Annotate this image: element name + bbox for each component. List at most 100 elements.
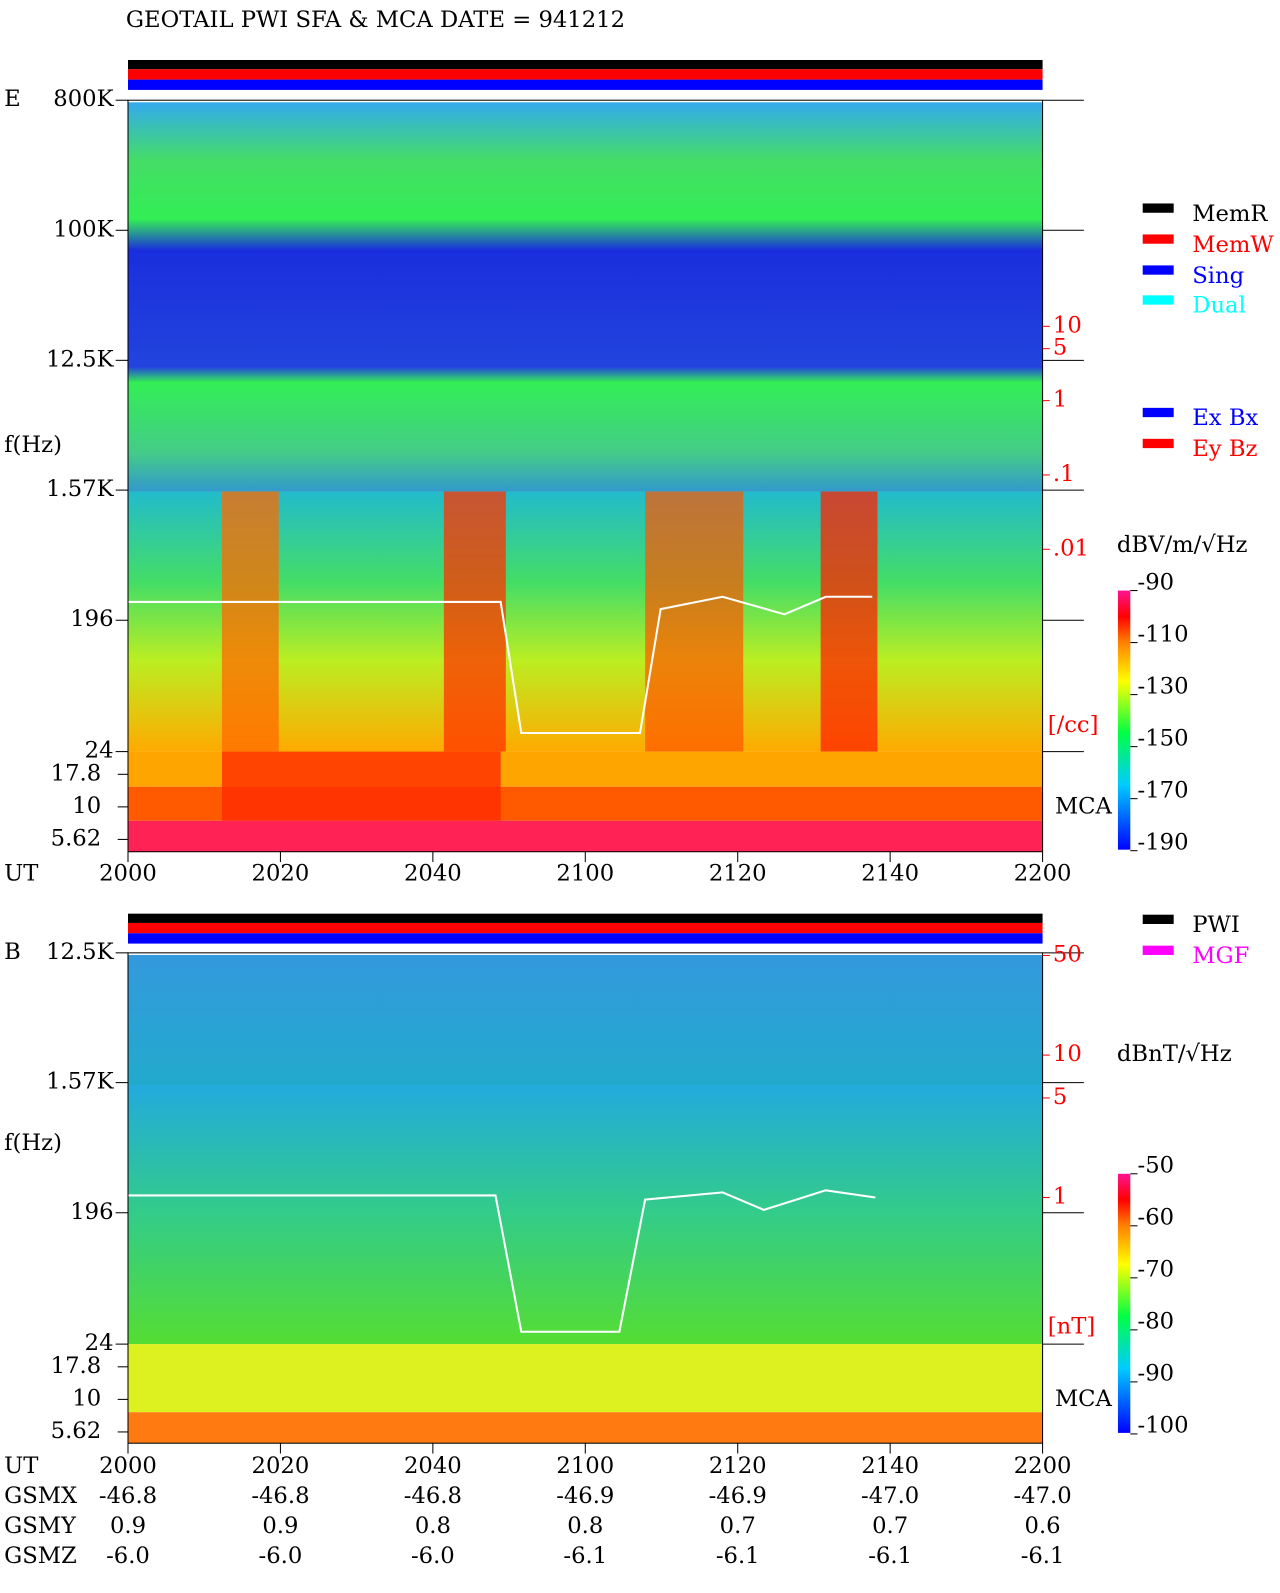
orbit-value: -6.1	[868, 1543, 912, 1569]
colorbar-tick-label: -60	[1138, 1205, 1175, 1231]
legend-label: MGF	[1192, 943, 1249, 969]
y-axis-label: f(Hz)	[4, 1130, 62, 1156]
x-tick-label: 2000	[99, 1453, 157, 1479]
orbit-value: 0.8	[415, 1513, 451, 1539]
y-tick-label: 1.57K	[46, 1069, 115, 1095]
orbit-value: 0.6	[1025, 1513, 1061, 1539]
y-tick-label: 24	[85, 738, 114, 764]
colorbar-tick-label: -90	[1138, 1361, 1175, 1387]
y-tick-label: 196	[70, 606, 113, 632]
x-tick-label: 2040	[404, 1453, 462, 1479]
orbit-value: -6.1	[563, 1543, 607, 1569]
legend-label: Ex Bx	[1192, 405, 1258, 431]
x-tick-label: 2020	[252, 1453, 310, 1479]
panel-label: B	[4, 939, 21, 965]
orbit-value: -46.8	[99, 1483, 157, 1509]
x-tick-label: 2120	[709, 1453, 767, 1479]
x-axis-label: UT	[4, 860, 38, 886]
x-tick-label: 2000	[99, 860, 157, 886]
spectrogram-e	[128, 102, 1043, 852]
right-tick-label: 5	[1053, 1084, 1067, 1110]
orbit-value: -46.9	[709, 1483, 767, 1509]
mca-tick-label: 17.8	[51, 1353, 102, 1379]
right-tick-label: 10	[1053, 312, 1082, 338]
legend-label: Sing	[1192, 263, 1244, 289]
colorbar-tick-label: -70	[1138, 1257, 1175, 1283]
orbit-value: 0.7	[720, 1513, 756, 1539]
orbit-value: 0.9	[110, 1513, 146, 1539]
orbit-row-label: GSMY	[4, 1513, 77, 1539]
orbit-row-label: GSMX	[4, 1483, 78, 1509]
legend-swatch	[1142, 407, 1174, 418]
colorbar-tick-label: -90	[1138, 569, 1175, 595]
x-tick-label: 2140	[861, 1453, 919, 1479]
x-tick-label: 2140	[861, 860, 919, 886]
y-tick-label: 1.57K	[46, 476, 115, 502]
spectrogram-b	[128, 954, 1043, 1444]
mca-tick-label: 5.62	[51, 1418, 102, 1444]
colorbar-tick-label: -130	[1138, 673, 1189, 699]
mca-tick-label: 5.62	[51, 825, 102, 851]
colorbar-tick-label: -150	[1138, 725, 1189, 751]
colorbar	[1117, 1173, 1131, 1433]
orbit-value: -6.0	[259, 1543, 303, 1569]
legend-swatch	[1142, 234, 1174, 244]
right-tick-label: 50	[1053, 942, 1082, 968]
y-tick-label: 12.5K	[46, 939, 115, 965]
colorbar-tick-label: -100	[1138, 1413, 1189, 1439]
legend-swatch	[1142, 945, 1174, 955]
x-tick-label: 2100	[556, 860, 614, 886]
x-tick-label: 2200	[1014, 1453, 1072, 1479]
orbit-value: -46.8	[404, 1483, 462, 1509]
orbit-value: 0.9	[262, 1513, 298, 1539]
right-tick-label: .1	[1053, 461, 1075, 487]
orbit-row-label: GSMZ	[4, 1543, 77, 1569]
x-tick-label: 2100	[556, 1453, 614, 1479]
right-tick-label: 1	[1053, 387, 1067, 413]
panel-label: E	[4, 86, 21, 112]
colorbar	[1117, 590, 1131, 850]
y-tick-label: 800K	[53, 86, 114, 112]
legend-label: MemW	[1192, 232, 1274, 258]
legend-swatch	[1142, 914, 1174, 924]
x-axis-label: UT	[4, 1453, 38, 1479]
y-tick-label: 196	[70, 1199, 113, 1225]
status-bars	[128, 59, 1043, 944]
mca-tick-label: 17.8	[51, 760, 102, 786]
right-axis-label: [nT]	[1048, 1314, 1095, 1340]
x-tick-label: 2200	[1014, 860, 1072, 886]
colorbar-tick-label: -110	[1138, 621, 1189, 647]
colorbar-tick-label: -190	[1138, 829, 1189, 855]
x-tick-label: 2020	[252, 860, 310, 886]
right-tick-label: 5	[1053, 335, 1067, 361]
right-tick-label: 1	[1053, 1184, 1067, 1210]
orbit-value: 0.7	[872, 1513, 908, 1539]
legend-swatch	[1142, 438, 1174, 449]
orbit-value: -6.0	[106, 1543, 150, 1569]
title: GEOTAIL PWI SFA & MCA DATE = 941212	[126, 7, 625, 33]
y-tick-label: 24	[85, 1330, 114, 1356]
legend-label: Ey Bz	[1192, 436, 1257, 462]
x-tick-label: 2040	[404, 860, 462, 886]
colorbar-tick-label: -80	[1138, 1309, 1175, 1335]
x-tick-label: 2120	[709, 860, 767, 886]
orbit-value: -47.0	[861, 1483, 919, 1509]
legend-swatch	[1142, 203, 1174, 213]
colorbar-label: dBV/m/√Hz	[1117, 532, 1248, 558]
mca-tick-label: 10	[72, 1385, 101, 1411]
colorbar-tick-label: -170	[1138, 777, 1189, 803]
orbit-value: -46.8	[251, 1483, 309, 1509]
y-axis-label: f(Hz)	[4, 432, 62, 458]
colorbar-tick-label: -50	[1138, 1153, 1175, 1179]
right-tick-label: 10	[1053, 1041, 1082, 1067]
right-tick-label: .01	[1053, 535, 1089, 561]
orbit-value: -6.1	[1021, 1543, 1065, 1569]
y-tick-label: 12.5K	[46, 346, 115, 372]
orbit-value: -46.9	[556, 1483, 614, 1509]
mca-tick-label: 10	[72, 793, 101, 819]
orbit-value: -6.1	[716, 1543, 760, 1569]
orbit-value: -47.0	[1013, 1483, 1071, 1509]
mca-label: MCA	[1055, 793, 1113, 819]
y-tick-label: 100K	[53, 216, 114, 242]
